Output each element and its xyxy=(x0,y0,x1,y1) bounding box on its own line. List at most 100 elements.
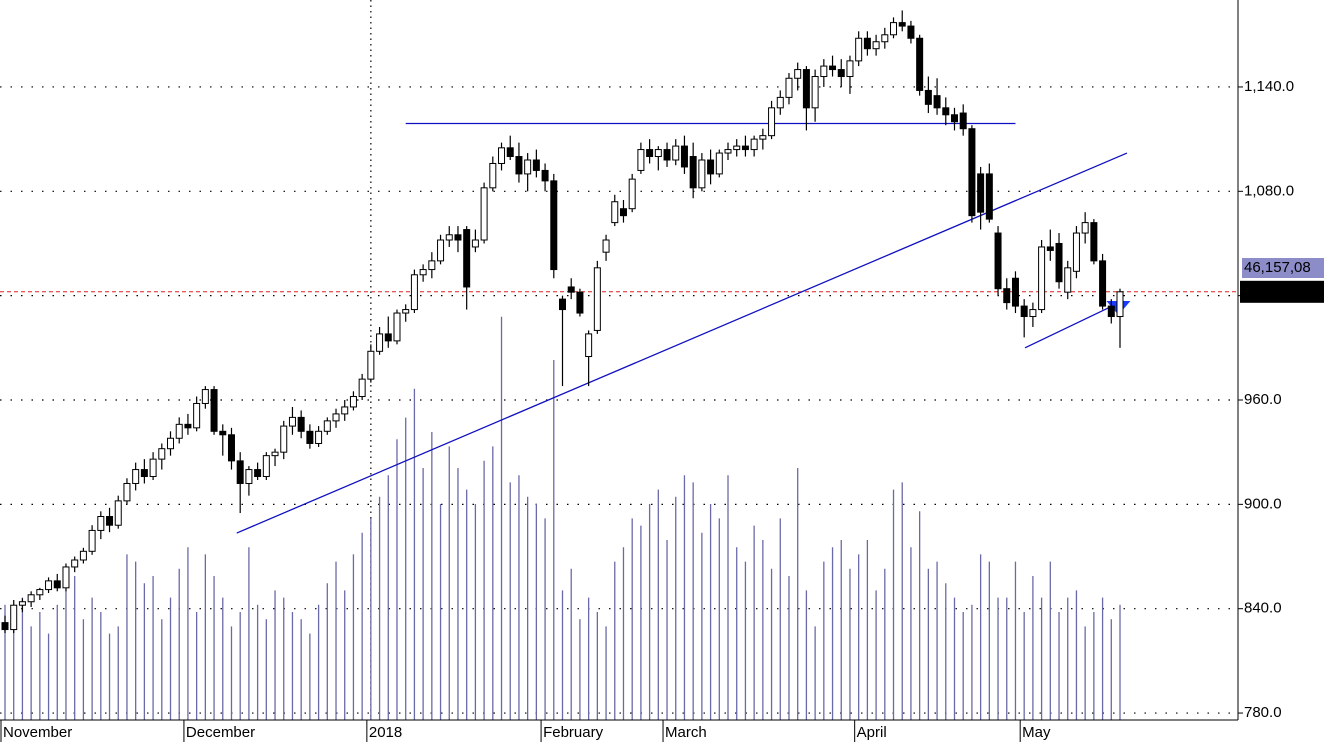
candle-body xyxy=(193,402,201,429)
candle-body xyxy=(794,69,802,79)
candle-body xyxy=(341,406,349,415)
candle-body xyxy=(18,601,26,606)
candle-body xyxy=(219,430,227,436)
candle-body xyxy=(663,149,671,161)
candle-body xyxy=(376,333,384,352)
candle-body xyxy=(646,149,654,158)
candle-body xyxy=(1064,267,1072,293)
candle-body xyxy=(506,147,514,158)
candle-body xyxy=(968,128,976,217)
x-tick-label: March xyxy=(665,724,707,741)
candle-body xyxy=(541,169,549,182)
candle-body xyxy=(898,22,906,27)
candle-body xyxy=(811,76,819,109)
candle-body xyxy=(36,589,44,596)
candle-body xyxy=(1,622,9,631)
candle-body xyxy=(550,180,558,271)
x-tick-label: 2018 xyxy=(369,724,402,741)
candle-body xyxy=(428,260,436,271)
candle-body xyxy=(855,37,863,62)
candle-body xyxy=(689,156,697,189)
candle-body xyxy=(167,437,175,450)
candle-body xyxy=(602,239,610,253)
candle-body xyxy=(585,333,593,358)
candle-body xyxy=(114,500,122,526)
candle-body xyxy=(297,416,305,432)
candle-body xyxy=(410,274,418,311)
candle-body xyxy=(79,550,87,561)
candle-body xyxy=(123,482,131,502)
candle-body xyxy=(71,559,79,568)
candle-body xyxy=(1011,277,1019,307)
candle-body xyxy=(567,286,575,293)
candle-body xyxy=(950,114,958,123)
candle-body xyxy=(680,145,688,168)
candle-body xyxy=(715,152,723,175)
candle-body xyxy=(724,149,732,154)
candle-body xyxy=(97,516,105,531)
candle-body xyxy=(489,162,497,189)
candle-body xyxy=(611,201,619,224)
candle-body xyxy=(1003,288,1011,304)
last-price-label: 1,022.21 xyxy=(1244,283,1302,300)
candle-body xyxy=(863,37,871,50)
candle-body xyxy=(890,22,898,36)
candle-body xyxy=(524,159,532,175)
candle-body xyxy=(62,566,70,589)
candle-body xyxy=(332,413,340,422)
candle-body xyxy=(1029,309,1037,318)
candle-body xyxy=(1072,232,1080,272)
candle-body xyxy=(977,173,985,213)
candle-body xyxy=(88,529,96,552)
candle-body xyxy=(1116,291,1124,318)
candle-body xyxy=(741,145,749,151)
candle-body xyxy=(872,41,880,50)
x-tick-label: April xyxy=(857,724,887,741)
candle-body xyxy=(846,60,854,78)
candle-body xyxy=(559,298,566,311)
y-tick-label: 1,080.0 xyxy=(1244,182,1294,199)
candle-body xyxy=(942,107,950,116)
candle-body xyxy=(175,423,183,439)
volume-label-box xyxy=(1242,258,1324,278)
y-tick-label: 840.0 xyxy=(1244,600,1282,617)
candle-body xyxy=(820,65,828,78)
candle-body xyxy=(367,350,375,380)
candle-body xyxy=(402,309,410,314)
candle-body xyxy=(924,89,932,105)
candle-body xyxy=(785,77,793,98)
candle-body xyxy=(463,229,471,288)
candle-body xyxy=(280,425,288,453)
candle-body xyxy=(916,37,924,91)
trendline xyxy=(1024,306,1111,349)
candle-body xyxy=(106,516,114,526)
y-tick-label: 1,140.0 xyxy=(1244,78,1294,95)
candle-body xyxy=(637,149,645,171)
candle-body xyxy=(707,159,715,175)
candle-body xyxy=(759,135,767,140)
candle-body xyxy=(393,312,401,342)
candle-body xyxy=(768,107,776,137)
candle-body xyxy=(619,208,627,217)
candle-body xyxy=(262,455,270,478)
candle-body xyxy=(672,145,680,161)
candle-body xyxy=(733,145,741,151)
candle-body xyxy=(454,234,462,241)
trendline xyxy=(236,152,1128,534)
candle-body xyxy=(802,69,810,109)
candle-body xyxy=(1099,260,1107,307)
x-tick-label: December xyxy=(186,724,255,741)
candle-body xyxy=(1090,222,1098,262)
candle-body xyxy=(245,469,253,484)
candle-body xyxy=(236,460,244,484)
candle-body xyxy=(201,389,209,404)
candle-body xyxy=(776,96,784,109)
candle-body xyxy=(907,25,915,39)
candle-body xyxy=(576,291,584,314)
candle-body xyxy=(837,69,845,78)
candle-body xyxy=(437,239,445,262)
y-tick-label: 780.0 xyxy=(1244,704,1282,721)
candle-body xyxy=(1107,305,1115,318)
candle-body xyxy=(1081,222,1089,234)
candle-body xyxy=(184,423,192,429)
